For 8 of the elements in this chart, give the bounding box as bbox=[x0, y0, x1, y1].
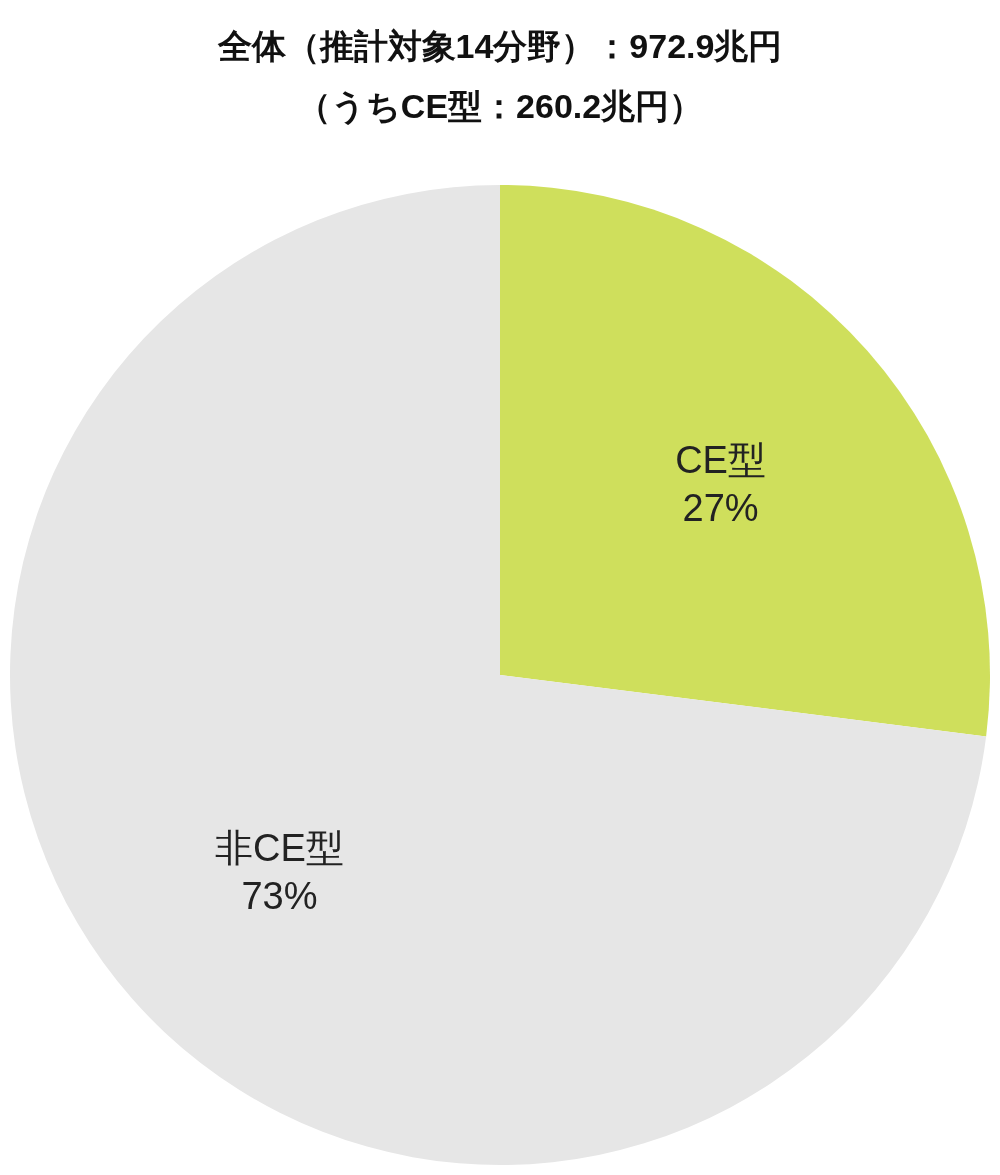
chart-subtitle: （うちCE型：260.2兆円） bbox=[296, 87, 704, 126]
data-label: 73% bbox=[241, 875, 318, 918]
slice-label: CE型 bbox=[675, 438, 766, 481]
pie-slice bbox=[500, 185, 990, 737]
pie-slice bbox=[10, 185, 987, 1165]
slice-label: 非CE型 bbox=[215, 827, 344, 870]
chart-title: 全体（推計対象14分野）：972.9兆円 bbox=[216, 27, 783, 65]
data-label: 27% bbox=[682, 486, 759, 529]
